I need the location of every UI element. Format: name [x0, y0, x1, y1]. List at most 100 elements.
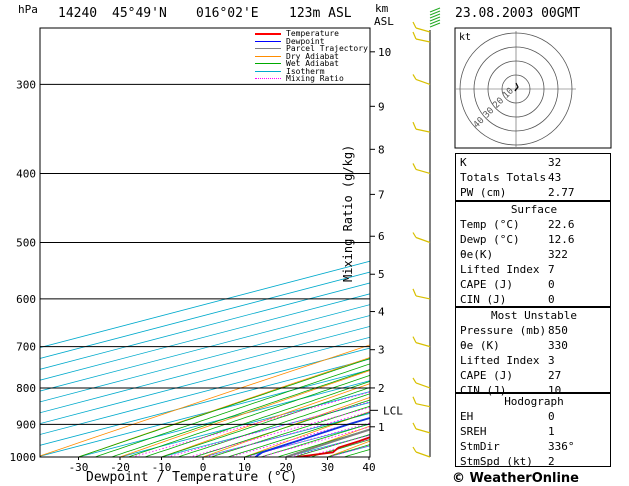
wet-adiabat-line [128, 374, 370, 457]
index-value: 336° [548, 440, 575, 453]
wind-barb [412, 31, 431, 43]
height-km-label: 7 [378, 188, 385, 201]
index-value: 1 [548, 425, 555, 438]
dry-adiabat-line [618, 28, 629, 457]
mixing-ratio-axis-label: Mixing Ratio (g/kg) [341, 144, 355, 282]
isotherm-line [40, 336, 370, 425]
legend-entry: Isotherm [255, 66, 370, 76]
index-label: Lifted Index [460, 263, 540, 276]
index-row: Lifted Index 7 [456, 263, 612, 278]
mixing-ratio-line [246, 422, 370, 457]
pressure-tick-label: 1000 [10, 451, 37, 464]
index-label: PW (cm) [460, 186, 507, 199]
index-value: 32 [548, 156, 562, 169]
index-row: SREH 1 [456, 425, 612, 440]
panel-section-title: Hodograph [504, 395, 564, 408]
legend-label: Dewpoint [286, 36, 325, 46]
temperature-tick-label: -30 [69, 461, 89, 474]
surface-box: Surface Temp (°C) 22.6 Dewp (°C) 12.6 θe(K) 32… [455, 201, 611, 307]
index-value: 22.6 [548, 218, 575, 231]
wind-barb [412, 232, 431, 244]
pressure-tick-label: 900 [16, 418, 36, 431]
wind-barb-column [412, 7, 441, 458]
wind-barb-upper [429, 13, 441, 19]
isotherm-line [40, 325, 370, 414]
legend-swatch [255, 33, 281, 35]
legend-swatch [255, 40, 281, 42]
isotherm-line [78, 380, 370, 457]
index-value: 0 [548, 278, 555, 291]
isotherm-line [40, 347, 370, 435]
index-label: CIN (J) [460, 293, 507, 306]
pressure-unit-label: hPa [18, 3, 38, 16]
index-row: PW (cm) 2.77 [456, 186, 612, 201]
index-value: 3 [548, 354, 555, 367]
hodograph-unit-label: kt [459, 32, 471, 43]
legend-label: Dry Adiabat [286, 51, 339, 61]
wet-adiabat-line [144, 380, 370, 457]
index-label: Temp (°C) [460, 218, 520, 231]
wet-adiabat-line [227, 411, 370, 457]
height-km-label: 9 [378, 100, 385, 113]
wind-barb [412, 377, 431, 389]
legend-swatch [255, 70, 281, 72]
parcel-trajectory-line [285, 428, 370, 457]
index-row: CAPE (J) 27 [456, 369, 612, 384]
index-label: SREH [460, 425, 487, 438]
hodograph-indices-box: Hodograph EH 0 SREH 1 StmDir 336° StmSpd (kt) 2 [455, 393, 612, 468]
station-elevation: 123m ASL [289, 6, 352, 21]
index-value: 330 [548, 339, 568, 352]
dry-adiabat-line [119, 369, 370, 457]
temperature-tick-label: 30 [321, 461, 334, 474]
pressure-tick-label: 600 [16, 293, 36, 306]
temperature-tick-label: 0 [200, 461, 207, 474]
wind-barb-upper [429, 10, 441, 16]
wet-adiabat-line [78, 357, 370, 457]
indices-panel: K 32 Totals Totals 43 PW (cm) 2.77 Surface Temp… [455, 153, 611, 469]
legend-label: Temperature [286, 29, 339, 38]
temperature-tick-label: 20 [279, 461, 292, 474]
pressure-tick-label: 300 [16, 78, 36, 91]
index-value: 7 [548, 263, 555, 276]
height-km-label: 4 [378, 306, 385, 319]
pressure-tick-label: 400 [16, 167, 36, 180]
wind-barb [412, 446, 431, 458]
legend-label: Parcel Trajectory [286, 44, 368, 53]
wet-adiabat-line [161, 387, 370, 457]
legend-entry: Dry Adiabat [255, 51, 370, 61]
wind-barb [412, 396, 431, 408]
wet-adiabat-line [177, 393, 370, 457]
index-row: Lifted Index 3 [456, 354, 612, 369]
index-row: θe(K) 322 [456, 248, 612, 263]
lcl-label: LCL [383, 404, 403, 417]
wet-adiabat-line [194, 399, 370, 457]
wet-adiabat-line [111, 369, 370, 457]
index-row: θe (K) 330 [456, 339, 612, 354]
wind-barb-upper [429, 7, 441, 13]
index-row: Temp (°C) 22.6 [456, 218, 612, 233]
index-row: Totals Totals 43 [456, 171, 612, 186]
height-km-label: 6 [378, 230, 385, 243]
wind-barb [412, 288, 431, 300]
wind-barb-upper [429, 16, 441, 22]
legend-entry: Temperature [255, 30, 370, 38]
index-value: 0 [548, 293, 555, 306]
isotherm-line [40, 315, 370, 403]
legend-label: Isotherm [286, 66, 325, 76]
temperature-tick-label: 40 [362, 461, 375, 474]
index-label: CAPE (J) [460, 278, 513, 291]
isotherm-line [40, 369, 370, 457]
wind-barb [412, 121, 431, 133]
dewpoint-line [254, 416, 370, 457]
height-unit-top: km [375, 2, 389, 15]
legend-swatch [255, 63, 281, 64]
temperature-tick-label: -10 [152, 461, 172, 474]
wind-barb [412, 74, 431, 85]
dry-adiabat-line [40, 344, 370, 457]
height-km-label: 2 [378, 382, 385, 395]
dry-adiabat-line [78, 357, 370, 457]
pressure-tick-label: 500 [16, 237, 36, 250]
wind-barb-upper [429, 22, 441, 28]
index-label: StmDir [460, 440, 500, 453]
